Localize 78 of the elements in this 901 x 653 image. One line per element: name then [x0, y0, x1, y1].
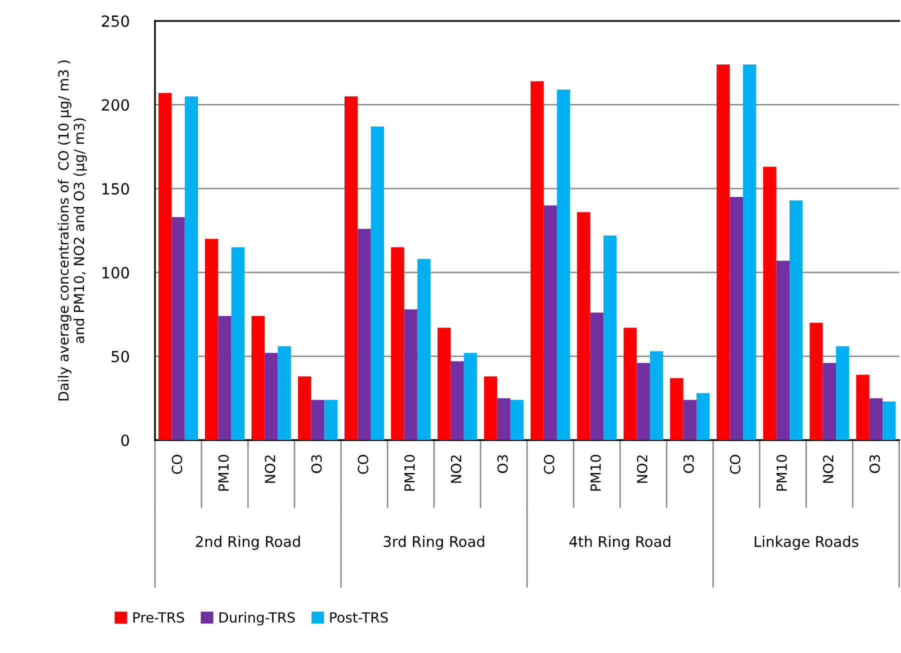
bar [218, 316, 232, 440]
bar [742, 64, 756, 440]
bar [790, 200, 803, 440]
x-tick-label: CO [730, 454, 740, 474]
bar [298, 376, 312, 440]
bar [650, 351, 664, 440]
legend-label: Pre-TRS [133, 612, 184, 623]
bar [730, 196, 743, 440]
bar [716, 64, 730, 440]
x-tick-label: PM10 [218, 454, 229, 491]
bar [624, 328, 637, 440]
bar [882, 402, 896, 440]
text: Linkage Roads [754, 536, 858, 550]
bar [464, 352, 478, 440]
bar [763, 166, 776, 440]
bar [856, 374, 870, 440]
bar [603, 236, 617, 440]
x-tick-label: O3 [497, 455, 508, 473]
bar [344, 96, 358, 440]
bar [184, 96, 198, 440]
bar [358, 228, 371, 440]
bar [577, 212, 590, 440]
bar [264, 352, 278, 440]
text: 4th Ring Road [569, 536, 670, 550]
bar [696, 393, 710, 440]
bar [438, 328, 451, 440]
bar [822, 362, 836, 440]
x-tick-label: O3 [683, 455, 694, 473]
bar [204, 238, 218, 440]
bar [510, 400, 524, 440]
x-tick-label: NO2 [264, 455, 276, 483]
x-tick-label: PM10 [590, 454, 601, 491]
bar [556, 90, 570, 440]
y-tick-label: 100 [102, 266, 129, 278]
x-tick-label: O3 [869, 455, 880, 473]
x-tick-label: NO2 [822, 455, 834, 483]
bar [370, 126, 384, 440]
bar [544, 205, 557, 440]
y-tick-label: 150 [102, 183, 129, 195]
text: 3rd Ring Road [384, 536, 484, 550]
bar [530, 81, 544, 440]
text: 2nd Ring Road [196, 536, 300, 550]
bar [391, 247, 404, 440]
x-tick-label: O3 [311, 455, 322, 473]
y-tick-label: 200 [102, 99, 129, 111]
x-tick-label: NO2 [636, 455, 648, 483]
bar [231, 247, 245, 440]
bar [670, 378, 684, 440]
legend-label: During-TRS [220, 612, 295, 626]
bar [404, 309, 418, 440]
y-tick-label: 250 [102, 15, 129, 27]
bar [417, 259, 431, 440]
x-tick-label: NO2 [450, 455, 462, 483]
bar [251, 316, 265, 440]
bar [869, 398, 883, 440]
x-tick-label: CO [172, 454, 182, 474]
x-tick-label: PM10 [404, 454, 415, 491]
bar [636, 362, 650, 440]
x-tick-label: CO [544, 454, 554, 474]
bar [158, 93, 172, 440]
bar [172, 217, 185, 440]
legend-label: Post-TRS [330, 612, 388, 623]
y-tick-label: 0 [121, 434, 129, 446]
y-tick-label: 50 [112, 350, 129, 362]
bar [450, 361, 464, 440]
y-axis-title: Daily average concentrations of CO (10 µg/ m3 ) and PM10, NO2 and O3 (µg/ m3) [58, 60, 87, 400]
bar [278, 346, 292, 440]
bar [590, 312, 604, 440]
bar [776, 260, 790, 440]
bar [836, 346, 850, 440]
x-tick-label: PM10 [776, 454, 787, 491]
bar [497, 398, 510, 440]
x-tick-label: CO [358, 454, 368, 474]
bar [810, 322, 823, 440]
bar [324, 400, 338, 440]
bar [484, 376, 498, 440]
bar [683, 400, 696, 440]
bar [311, 400, 324, 440]
